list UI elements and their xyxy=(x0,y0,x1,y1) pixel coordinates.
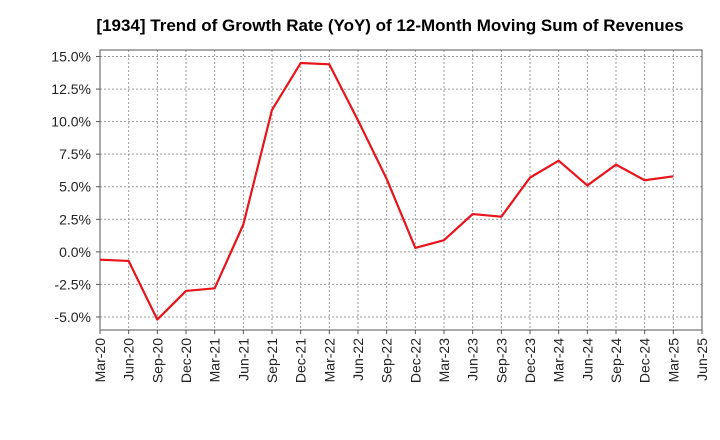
x-tick-label: Mar-22 xyxy=(321,338,337,383)
y-tick-label: 0.0% xyxy=(59,244,91,260)
y-tick-label: 10.0% xyxy=(51,114,91,130)
gridlines xyxy=(100,50,702,330)
x-tick-label: Jun-21 xyxy=(235,338,251,381)
x-tick-label: Dec-20 xyxy=(178,338,194,383)
y-tick-label: 2.5% xyxy=(59,211,91,227)
y-tick-label: 12.5% xyxy=(51,81,91,97)
x-tick-label: Mar-20 xyxy=(92,338,108,383)
y-tick-label: -2.5% xyxy=(54,276,91,292)
y-tick-label: 15.0% xyxy=(51,49,91,65)
x-tick-label: Sep-22 xyxy=(379,338,395,383)
x-tick-label: Mar-25 xyxy=(665,338,681,383)
x-tick-label: Jun-22 xyxy=(350,338,366,381)
plot-frame xyxy=(99,49,703,331)
y-tick-label: -5.0% xyxy=(54,309,91,325)
x-tick-label: Mar-24 xyxy=(551,338,567,383)
y-tick-label: 7.5% xyxy=(59,146,91,162)
series-layer xyxy=(99,61,674,321)
tick-labels: Mar-20 Jun-20 Sep-20 Dec-20 Mar-21 Jun-21 Sep-… xyxy=(51,49,710,384)
axes xyxy=(96,49,703,334)
x-tick-label: Jun-25 xyxy=(694,338,710,381)
chart-title: [1934] Trend of Growth Rate (YoY) of 12-… xyxy=(96,16,683,35)
x-tick-label: Jun-24 xyxy=(579,338,595,381)
x-tick-label: Dec-24 xyxy=(637,338,653,383)
x-tick-label: Sep-21 xyxy=(264,338,280,383)
x-tick-label: Mar-23 xyxy=(436,338,452,383)
x-tick-label: Dec-21 xyxy=(293,338,309,383)
x-tick-label: Sep-23 xyxy=(493,338,509,383)
x-tick-label: Mar-21 xyxy=(207,338,223,383)
x-tick-label: Dec-22 xyxy=(407,338,423,383)
x-tick-label: Jun-23 xyxy=(465,338,481,381)
x-tick-label: Sep-20 xyxy=(149,338,165,383)
y-tick-label: 5.0% xyxy=(59,179,91,195)
x-tick-label: Dec-23 xyxy=(522,338,538,383)
series-line xyxy=(99,61,674,321)
x-tick-label: Sep-24 xyxy=(608,338,624,383)
x-tick-label: Jun-20 xyxy=(121,338,137,381)
